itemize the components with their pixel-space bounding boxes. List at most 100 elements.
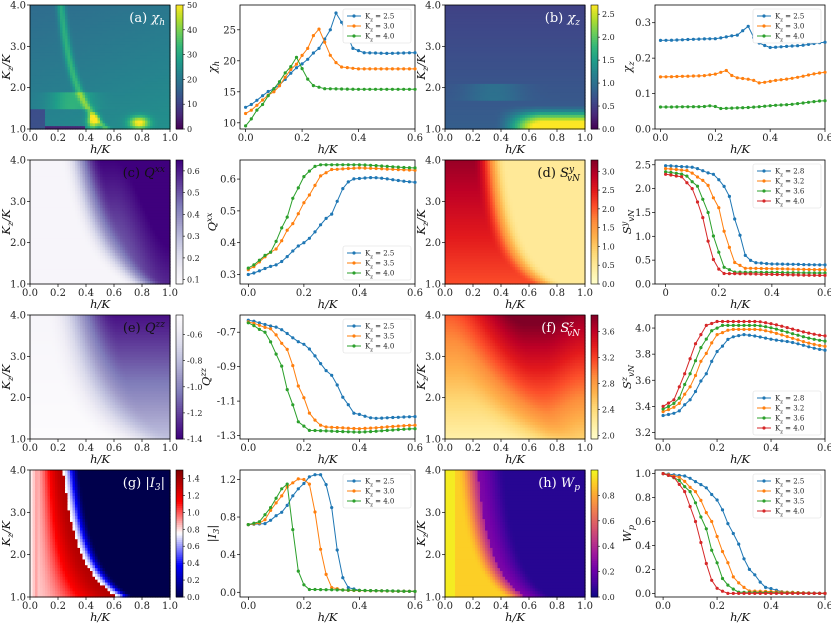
data-point (823, 273, 827, 277)
data-point (753, 323, 757, 327)
colorbar-b: 0.0 0.5 1.0 1.5 2.0 2.5 (590, 4, 615, 134)
data-point (770, 262, 774, 266)
data-point (747, 319, 752, 324)
series-k-z-4-0 (661, 319, 827, 408)
data-point (272, 90, 276, 94)
data-point (269, 264, 273, 268)
data-point (680, 172, 684, 176)
legend-label: Kz = 3.5 (365, 260, 394, 271)
data-point (731, 575, 735, 579)
data-point (307, 482, 311, 486)
x-axis-label: h/K (318, 142, 339, 156)
data-point (774, 338, 779, 342)
data-point (697, 74, 701, 78)
data-point (413, 87, 417, 91)
data-point (285, 255, 289, 259)
legend-label: Kz = 4.0 (775, 508, 804, 519)
data-point (774, 45, 778, 49)
data-point (693, 359, 698, 363)
colorbar-tick-label: -0.6 (187, 331, 202, 340)
data-point (763, 80, 767, 84)
data-point (335, 548, 339, 552)
y-tick-label: 0.4 (220, 238, 236, 249)
data-point (300, 67, 304, 71)
data-point (693, 490, 698, 494)
x-tick-label: 0.8 (549, 133, 565, 144)
data-point (294, 62, 299, 66)
data-point (328, 53, 332, 57)
data-point (702, 74, 707, 78)
data-point (280, 239, 284, 243)
data-point (396, 87, 400, 91)
x-axis-label: h/K (90, 142, 111, 156)
data-point (289, 67, 293, 72)
legend-box (752, 390, 822, 436)
data-point (720, 319, 725, 324)
data-point (704, 561, 708, 566)
y-tick-label: 0.0 (635, 589, 651, 600)
data-point (749, 272, 753, 276)
data-point (699, 359, 703, 363)
series-k-z-4-0 (246, 163, 417, 270)
data-point (701, 169, 705, 173)
series-k-z-2-8 (661, 333, 827, 418)
data-point (769, 587, 773, 591)
data-point (296, 186, 300, 190)
data-point (775, 267, 779, 271)
data-point (363, 430, 367, 434)
data-point (244, 124, 248, 128)
data-point (257, 321, 261, 325)
data-point (291, 481, 295, 485)
legend: Kz = 2.5Kz = 3.5Kz = 4.0 (342, 245, 412, 281)
legend-marker (352, 34, 356, 38)
y-tick-label: 2.0 (425, 83, 441, 94)
data-point (823, 263, 827, 267)
data-point (274, 333, 278, 337)
data-point (385, 51, 389, 56)
data-point (688, 504, 692, 509)
data-point (263, 325, 267, 329)
data-point (685, 174, 689, 178)
data-point (753, 334, 757, 338)
data-point (691, 37, 696, 41)
data-point (690, 180, 694, 184)
data-point (774, 78, 778, 82)
data-point (380, 425, 384, 429)
data-point (680, 74, 685, 78)
data-point (373, 87, 378, 91)
data-point (812, 72, 816, 76)
x-tick-label: 0.0 (437, 288, 453, 299)
y-axis-label: Kz/K (0, 519, 15, 547)
data-point (255, 108, 259, 112)
x-tick-label: 0.4 (351, 133, 367, 144)
data-point (717, 178, 721, 182)
data-point (708, 104, 712, 108)
data-point (280, 494, 284, 498)
data-point (335, 588, 339, 592)
data-point (791, 336, 795, 340)
data-point (735, 106, 739, 110)
data-point (737, 319, 741, 324)
legend-label: Kz = 3.0 (775, 488, 804, 499)
y-axis-label: χh (205, 61, 221, 74)
data-point (741, 106, 745, 110)
data-point (790, 76, 794, 80)
data-point (768, 104, 772, 108)
x-tick-label: 1.0 (162, 133, 178, 144)
data-point (706, 171, 710, 175)
data-point (283, 71, 287, 75)
data-point (680, 168, 684, 172)
data-point (675, 38, 679, 42)
x-tick-label: 0.6 (521, 443, 537, 454)
x-tick-label: 0.6 (521, 133, 537, 144)
data-point (719, 36, 723, 40)
data-point (720, 576, 725, 581)
data-point (742, 557, 746, 561)
x-tick-label: 0.4 (351, 288, 367, 299)
data-point (385, 87, 389, 91)
data-point (362, 87, 366, 91)
data-point (801, 101, 805, 105)
x-tick-label: 0.2 (711, 288, 727, 299)
data-point (802, 271, 806, 275)
legend-label: Kz = 4.0 (365, 343, 394, 354)
